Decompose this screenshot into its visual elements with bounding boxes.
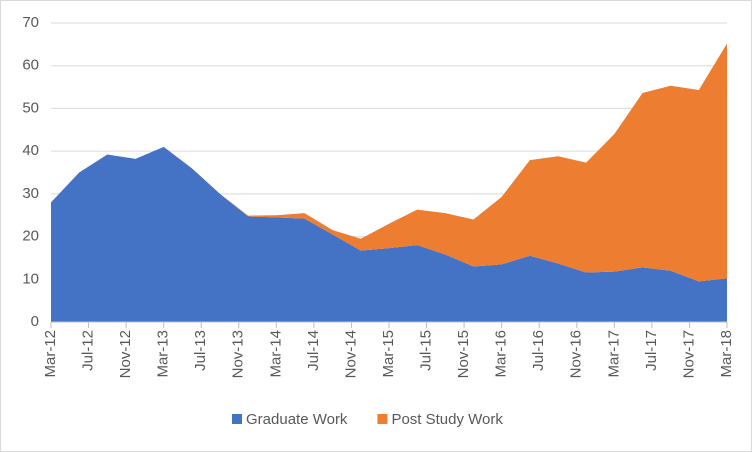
x-tick-label: Mar-17 xyxy=(605,330,622,378)
x-tick-label: Nov-13 xyxy=(230,330,247,378)
y-tick-label: 20 xyxy=(22,228,39,245)
x-tick-label: Mar-16 xyxy=(493,330,510,378)
x-tick-label: Nov-15 xyxy=(455,330,472,378)
x-tick-label: Mar-14 xyxy=(267,330,284,378)
x-tick-label: Jul-12 xyxy=(80,330,97,371)
legend-swatch xyxy=(232,414,242,424)
x-tick-label: Nov-12 xyxy=(117,330,134,378)
x-tick-label: Mar-12 xyxy=(42,330,59,378)
y-tick-label: 60 xyxy=(22,57,39,74)
y-tick-label: 10 xyxy=(22,270,39,287)
x-tick-label: Jul-17 xyxy=(643,330,660,371)
x-tick-label: Jul-14 xyxy=(305,330,322,371)
x-tick-label: Mar-18 xyxy=(718,330,735,378)
x-tick-label: Nov-17 xyxy=(680,330,697,378)
legend-label: Graduate Work xyxy=(246,411,348,428)
x-tick-label: Nov-14 xyxy=(342,330,359,378)
x-tick-label: Mar-15 xyxy=(380,330,397,378)
x-tick-label: Jul-15 xyxy=(418,330,435,371)
legend-label: Post Study Work xyxy=(391,411,503,428)
area xyxy=(51,43,727,282)
x-tick-label: Jul-16 xyxy=(530,330,547,371)
area xyxy=(51,146,727,322)
legend-swatch xyxy=(377,414,388,424)
x-tick-label: Nov-16 xyxy=(568,330,585,378)
y-tick-label: 30 xyxy=(22,185,39,202)
x-tick-label: Mar-13 xyxy=(155,330,172,378)
x-tick-label: Jul-13 xyxy=(192,330,209,371)
y-tick-label: 50 xyxy=(22,99,39,116)
y-tick-label: 0 xyxy=(31,313,39,330)
y-tick-label: 70 xyxy=(22,14,39,31)
y-tick-label: 40 xyxy=(22,142,39,159)
